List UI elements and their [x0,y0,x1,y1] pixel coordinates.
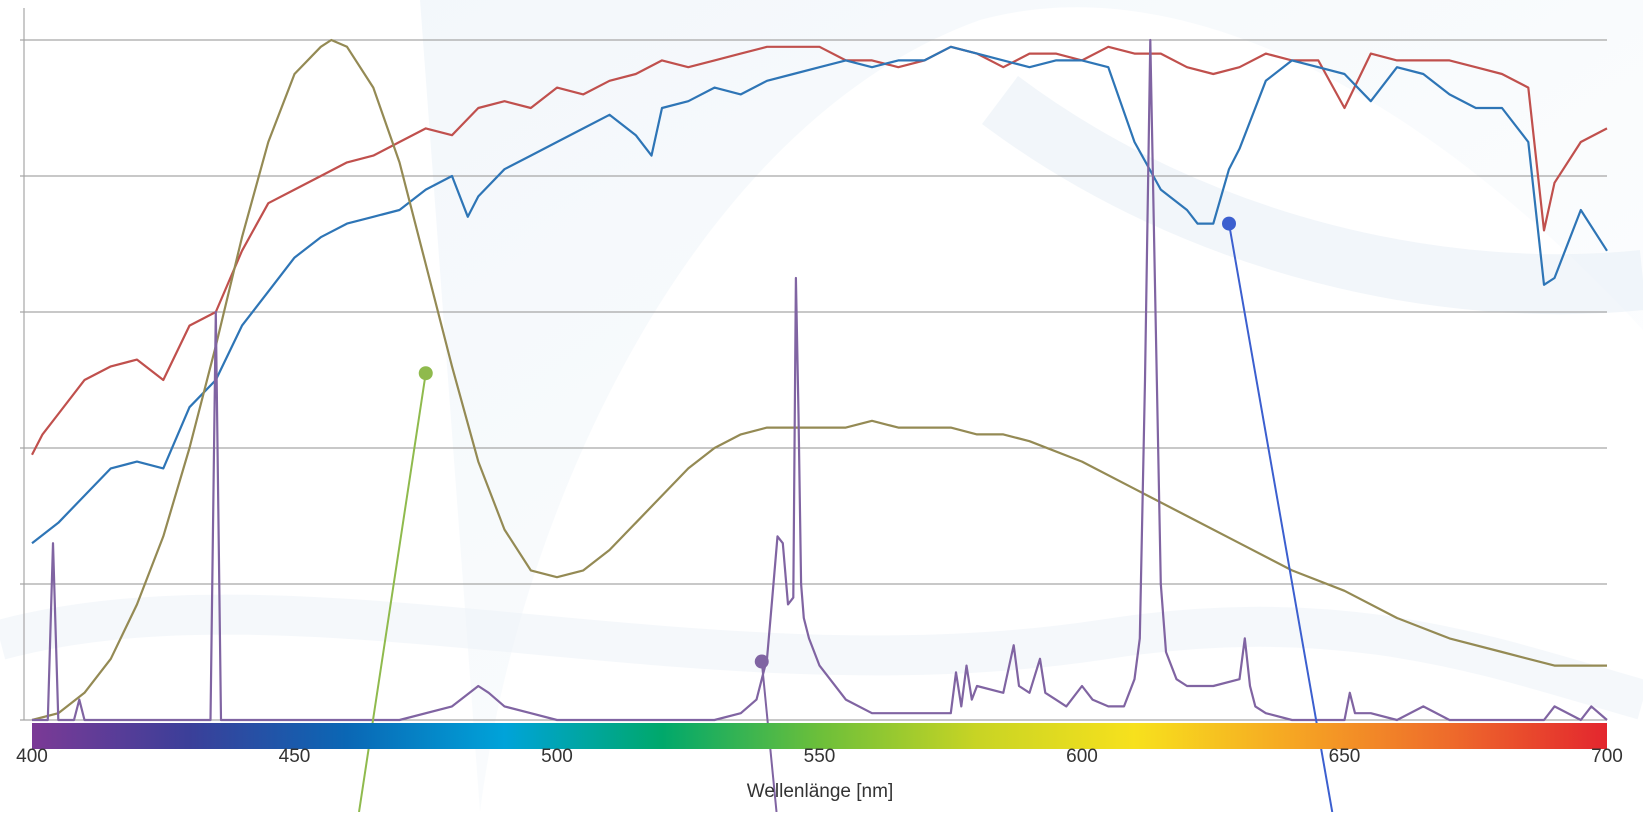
wavelength-color-bar [32,723,1607,749]
background-swirl [982,75,1643,315]
x-tick-label: 600 [1066,746,1098,767]
x-tick-label: 700 [1591,746,1623,767]
x-tick-label: 400 [16,746,48,767]
x-axis-label: Wellenlänge [nm] [747,781,893,802]
x-tick-label: 500 [541,746,573,767]
callout-marker-2 [1222,216,1236,231]
x-tick-label: 450 [279,746,311,767]
callout-marker-1 [418,366,433,381]
series-line-4 [32,38,1608,722]
x-tick-label: 550 [804,746,836,767]
series-line-1 [31,45,1608,456]
callout-marker-3 [754,654,769,669]
background-swirl [420,0,1643,812]
callout-line-2 [1228,223,1334,813]
series-line-2 [31,45,1608,545]
series-lines [31,38,1608,722]
series-line-3 [31,38,1607,722]
x-tick-labels: 400 450 500 550 600 650 700 [16,746,1623,767]
x-tick-label: 650 [1329,746,1361,767]
background-swirl [0,594,1643,720]
